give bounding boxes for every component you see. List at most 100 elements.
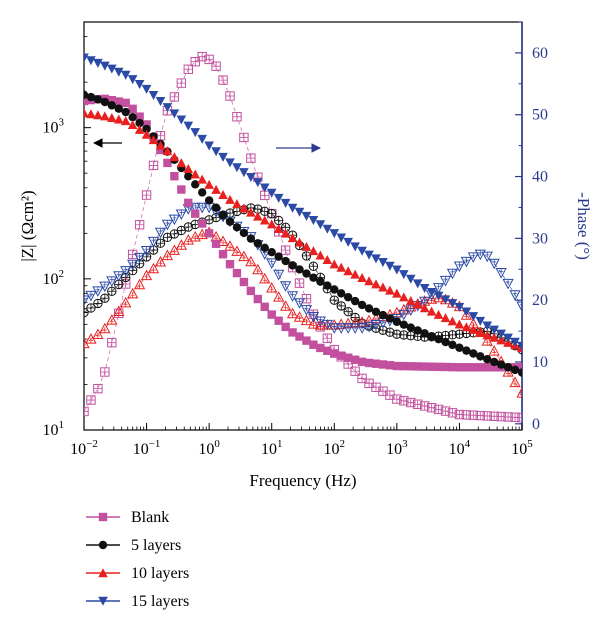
phase-point-5-layers: [183, 222, 193, 232]
magnitude-point-15-layers: [162, 103, 173, 113]
phase-point-5-layers: [127, 265, 138, 276]
magnitude-point-blank: [197, 219, 207, 228]
phase-point-10-layers: [161, 249, 174, 261]
magnitude-point-blank: [448, 362, 457, 372]
magnitude-point-5-layers: [86, 92, 96, 102]
magnitude-point-blank: [211, 239, 221, 248]
magnitude-point-5-layers: [434, 334, 443, 344]
x-tick-label: 102: [324, 438, 346, 458]
phase-point-blank: [169, 92, 180, 102]
magnitude-point-5-layers: [184, 172, 193, 181]
x-tick-label: 10−2: [70, 438, 98, 458]
magnitude-point-15-layers: [489, 325, 499, 335]
phase-point-15-layers: [106, 276, 118, 287]
magnitude-point-10-layers: [246, 207, 256, 217]
phase-point-10-layers: [488, 345, 500, 356]
phase-point-10-layers: [273, 291, 285, 302]
magnitude-point-10-layers: [127, 120, 138, 130]
magnitude-point-5-layers: [350, 296, 360, 306]
magnitude-point-5-layers: [330, 285, 339, 294]
magnitude-point-blank: [392, 361, 402, 371]
magnitude-point-10-layers: [93, 110, 103, 120]
magnitude-point-blank: [288, 328, 297, 337]
phase-point-blank: [190, 56, 200, 67]
magnitude-point-5-layers: [483, 355, 492, 364]
magnitude-point-5-layers: [343, 293, 353, 302]
phase-point-blank: [141, 190, 152, 200]
magnitude-point-15-layers: [266, 188, 277, 198]
magnitude-point-10-layers: [259, 215, 270, 225]
magnitude-point-blank: [204, 229, 214, 238]
phase-point-10-layers: [154, 255, 167, 267]
phase-series-group: [84, 51, 522, 423]
legend-marker-15-layers: [98, 596, 108, 606]
phase-point-blank: [419, 401, 430, 411]
magnitude-point-10-layers: [357, 273, 367, 283]
magnitude-point-15-layers: [364, 250, 374, 260]
phase-point-15-layers: [189, 202, 201, 214]
magnitude-point-15-layers: [155, 97, 166, 107]
magnitude-point-10-layers: [412, 299, 423, 309]
magnitude-point-blank: [156, 145, 165, 155]
magnitude-point-15-layers: [127, 75, 138, 85]
magnitude-point-5-layers: [274, 252, 283, 261]
phase-point-10-layers: [509, 376, 521, 388]
magnitude-point-blank: [399, 361, 409, 371]
magnitude-point-blank: [427, 362, 436, 371]
phase-point-10-layers: [279, 300, 292, 311]
phase-point-15-layers: [147, 236, 160, 248]
magnitude-point-15-layers: [134, 80, 145, 90]
y-left-tick-label: 103: [43, 117, 65, 137]
magnitude-series-group: [84, 53, 522, 377]
magnitude-point-blank: [170, 172, 179, 181]
magnitude-point-10-layers: [496, 335, 506, 345]
magnitude-point-blank: [121, 98, 130, 108]
phase-point-5-layers: [343, 306, 353, 317]
magnitude-point-10-layers: [155, 140, 166, 150]
legend-label-5-layers: 5 layers: [131, 537, 181, 554]
magnitude-point-10-layers: [371, 279, 381, 289]
phase-point-5-layers: [273, 215, 284, 226]
legend: Blank 5 layers 10 layers 15 layers: [86, 509, 189, 610]
phase-point-15-layers: [279, 281, 292, 292]
magnitude-point-blank: [462, 363, 471, 372]
magnitude-point-5-layers: [476, 352, 485, 361]
phase-point-15-layers: [488, 258, 500, 270]
magnitude-point-blank: [253, 294, 263, 304]
phase-point-10-layers: [245, 255, 257, 267]
magnitude-point-15-layers: [357, 246, 367, 256]
magnitude-point-5-layers: [128, 112, 137, 122]
magnitude-point-10-layers: [517, 342, 522, 352]
magnitude-point-5-layers: [399, 320, 409, 329]
phase-point-15-layers: [509, 290, 521, 301]
magnitude-point-5-layers: [489, 357, 499, 367]
magnitude-point-10-layers: [308, 246, 319, 256]
phase-point-5-layers: [93, 298, 103, 309]
x-tick-label: 101: [261, 438, 283, 458]
phase-point-15-layers: [113, 271, 125, 282]
legend-marker-10-layers: [98, 568, 108, 578]
phase-point-15-layers: [168, 214, 181, 226]
phase-point-10-layers: [175, 239, 187, 250]
y-right-tick-label: 50: [532, 107, 548, 124]
phase-point-15-layers: [349, 323, 361, 334]
phase-point-15-layers: [495, 268, 507, 279]
magnitude-point-10-layers: [315, 250, 326, 260]
magnitude-point-15-layers: [86, 56, 96, 66]
phase-point-15-layers: [363, 321, 375, 333]
magnitude-point-10-layers: [280, 228, 291, 238]
phase-point-10-layers: [140, 269, 153, 281]
phase-point-blank: [225, 91, 235, 101]
phase-point-15-layers: [398, 309, 410, 321]
phase-point-10-layers: [252, 263, 264, 275]
magnitude-point-blank: [239, 277, 249, 287]
magnitude-point-5-layers: [406, 323, 415, 332]
phase-point-5-layers: [301, 251, 312, 261]
magnitude-point-10-layers: [211, 184, 221, 194]
magnitude-point-blank: [385, 361, 395, 370]
phase-point-5-layers: [308, 261, 319, 271]
magnitude-point-blank: [441, 362, 450, 372]
magnitude-point-blank: [330, 349, 339, 358]
legend-label-blank: Blank: [131, 509, 169, 526]
magnitude-point-15-layers: [510, 337, 520, 347]
